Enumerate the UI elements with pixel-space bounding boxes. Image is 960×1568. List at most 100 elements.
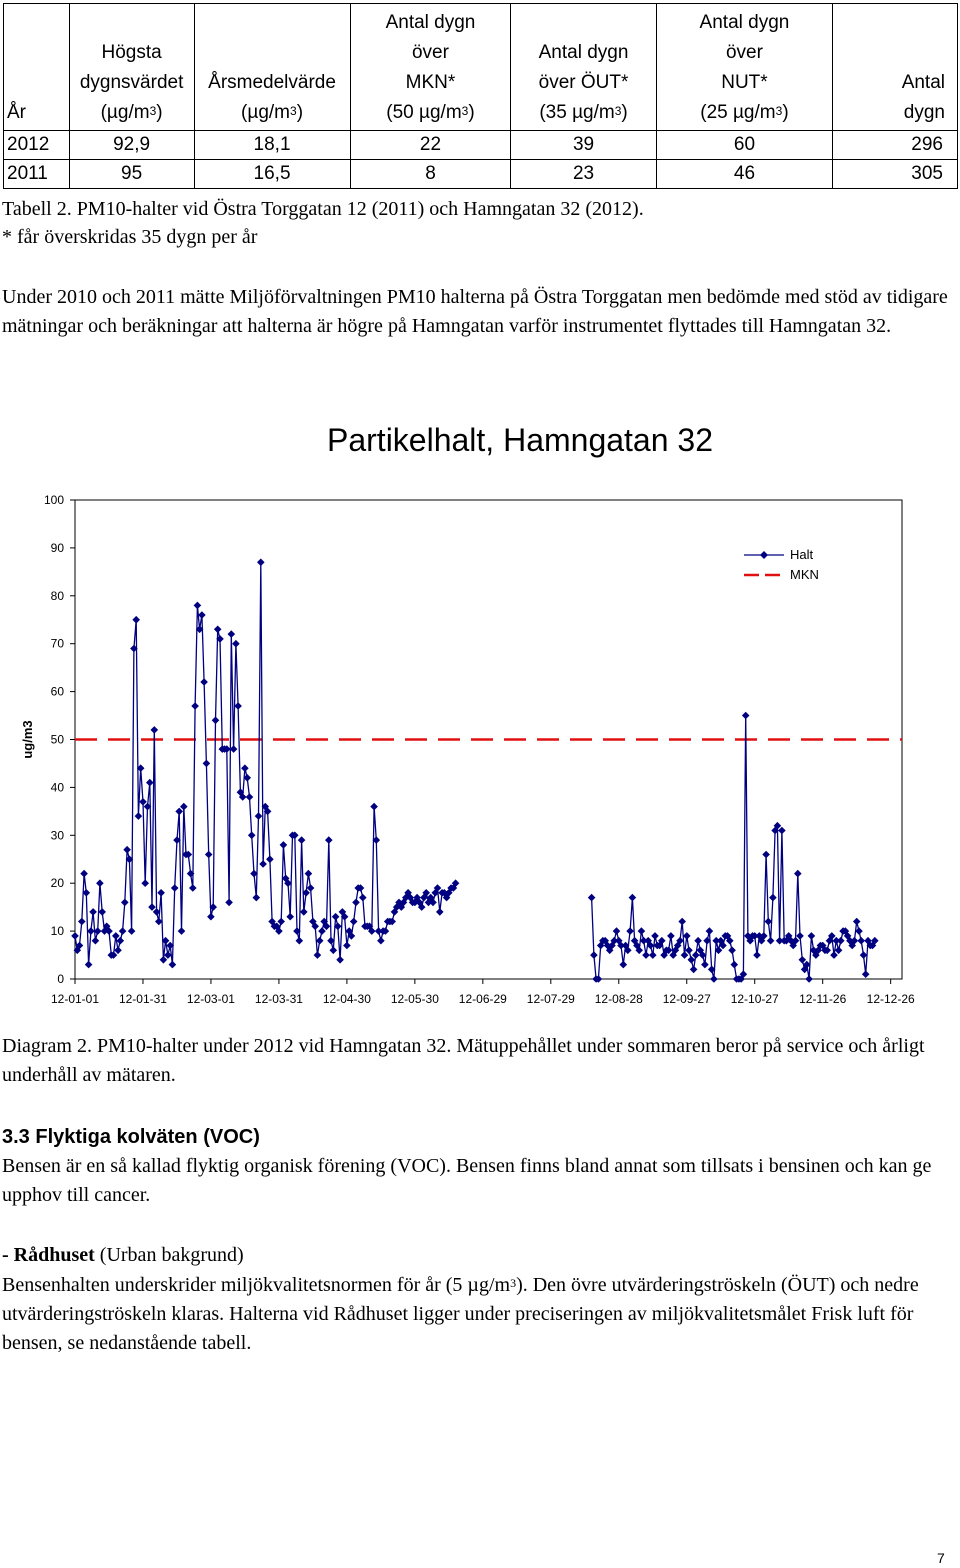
page-number: 7 — [937, 1550, 945, 1566]
data-point — [300, 908, 308, 916]
data-point — [157, 889, 165, 897]
data-point — [694, 936, 702, 945]
data-point — [302, 889, 310, 897]
data-point — [279, 841, 288, 849]
data-point — [204, 850, 213, 859]
data-point — [139, 798, 147, 806]
data-point — [719, 941, 727, 950]
table-cell: 39 — [510, 130, 657, 160]
header-line: (µg/m3) — [241, 102, 304, 123]
data-point — [295, 936, 304, 945]
x-tick-label: 12-09-27 — [663, 992, 711, 1006]
data-point — [155, 917, 163, 926]
data-point — [857, 936, 865, 945]
data-point — [769, 893, 777, 902]
data-point — [855, 927, 863, 935]
data-point — [794, 869, 802, 878]
data-point — [372, 836, 381, 844]
data-point — [626, 927, 634, 935]
data-point — [89, 908, 97, 916]
x-tick-label: 12-05-30 — [391, 992, 439, 1006]
data-point — [832, 936, 841, 945]
data-point — [698, 951, 707, 959]
y-tick-label: 30 — [51, 828, 65, 842]
section-heading: 3.3 Flyktiga kolväten (VOC) — [2, 1126, 260, 1148]
data-point — [168, 960, 177, 969]
data-point — [762, 850, 770, 859]
data-point — [764, 917, 773, 926]
data-point — [796, 932, 804, 940]
data-point — [617, 941, 625, 950]
data-point — [141, 879, 149, 887]
data-point — [143, 802, 152, 811]
data-point — [189, 884, 197, 892]
data-point — [868, 941, 877, 950]
x-tick-label: 12-12-26 — [867, 992, 915, 1006]
data-point — [683, 932, 691, 940]
data-point — [850, 936, 859, 945]
data-point — [635, 946, 643, 955]
data-point — [78, 917, 86, 926]
header-line: över ÖUT* — [538, 72, 629, 93]
data-point — [667, 932, 675, 940]
data-point — [766, 936, 775, 945]
x-tick-label: 12-03-01 — [187, 992, 235, 1006]
data-point — [266, 855, 274, 864]
data-point — [628, 893, 637, 902]
table-header-cell: Antal dygn över ÖUT* (35 µg/m3) — [510, 3, 657, 131]
data-point — [150, 726, 159, 734]
data-point — [445, 889, 453, 897]
data-point — [637, 927, 646, 935]
data-point — [859, 951, 868, 959]
data-point — [180, 802, 188, 811]
station-line: - Rådhuset (Urban bakgrund) — [2, 1241, 244, 1270]
data-point — [343, 941, 351, 950]
data-point — [603, 941, 612, 950]
body-part-2: ). Den övre utvärderingströskeln (ÖUT) o… — [2, 1274, 919, 1354]
table-cell: 23 — [510, 159, 657, 189]
table-note: * får överskridas 35 dygn per år — [2, 226, 258, 248]
data-point — [710, 975, 718, 983]
data-point — [377, 936, 385, 945]
data-point — [347, 932, 356, 940]
header-line: Antal dygn — [699, 12, 790, 33]
table-header-cell: Högsta dygnsvärdet (µg/m3) — [68, 3, 195, 131]
data-point — [359, 893, 367, 902]
data-point — [184, 850, 193, 859]
data-point — [297, 836, 306, 844]
data-point — [161, 936, 170, 945]
y-axis-label: ug/m3 — [20, 720, 35, 758]
pm10-table: År Högsta dygnsvärdet (µg/m3) Årsmedelvärde (… — [3, 3, 958, 189]
data-point — [429, 898, 437, 907]
data-point — [807, 932, 816, 940]
table-header-cell: Årsmedelvärde (µg/m3) — [193, 3, 351, 131]
data-point — [689, 965, 698, 974]
table-cell: 18,1 — [193, 130, 351, 160]
data-point — [93, 927, 102, 935]
data-point — [243, 774, 251, 782]
data-point — [370, 802, 378, 811]
x-tick-label: 12-03-31 — [255, 992, 303, 1006]
data-point — [241, 764, 249, 772]
table-header-cell: Antal dygn över NUT* (25 µg/m3) — [655, 3, 834, 131]
data-point — [757, 936, 766, 945]
header-line: Årsmedelvärde — [208, 72, 336, 93]
header-line: över — [411, 42, 449, 63]
header-line: över — [725, 42, 763, 63]
data-point — [590, 951, 598, 959]
data-point — [451, 879, 460, 887]
data-point — [707, 965, 716, 974]
data-point — [84, 960, 93, 969]
data-point — [213, 625, 222, 634]
data-point — [236, 788, 245, 796]
x-tick-label: 12-08-28 — [595, 992, 643, 1006]
data-point — [327, 936, 335, 945]
header-line: Antal dygn — [385, 12, 476, 33]
data-point — [121, 898, 129, 907]
data-point — [619, 960, 628, 969]
y-tick-label: 60 — [51, 685, 65, 699]
data-point — [195, 625, 204, 634]
data-point — [703, 936, 711, 945]
data-point — [411, 898, 419, 907]
data-point — [406, 893, 415, 902]
